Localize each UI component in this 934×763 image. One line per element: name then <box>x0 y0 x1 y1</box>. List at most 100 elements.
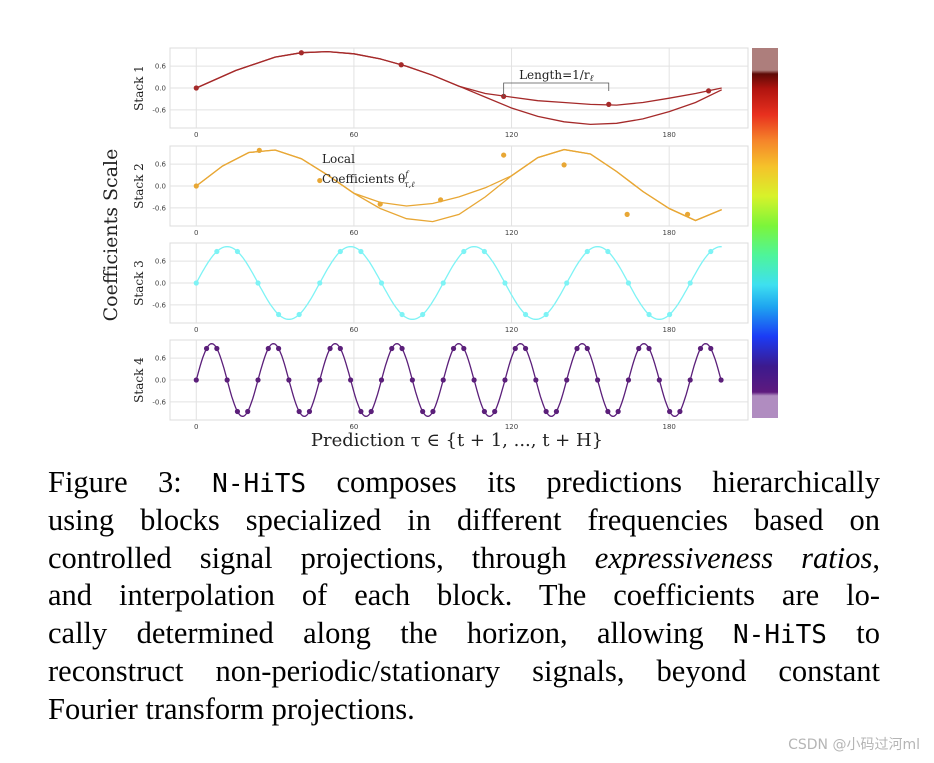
coefficient-point <box>625 280 632 286</box>
caption-text: using blocks specialized in different fr… <box>48 502 880 537</box>
series-line <box>195 343 723 417</box>
x-tick-label: 180 <box>662 229 675 237</box>
coefficient-point <box>605 248 611 255</box>
coefficient-point <box>224 377 230 383</box>
panels: 0.6 0.0 -0.6 0 60 120 180 Stack 1 Length=1/rℓ 0.6… <box>132 47 749 431</box>
coefficient-point <box>512 345 518 352</box>
caption-model-name: N-HiTS <box>733 620 827 651</box>
x-tick-label: 180 <box>662 423 675 431</box>
coefficient-point <box>399 311 405 318</box>
y-tick-label: 0.6 <box>155 355 167 363</box>
coefficient-point <box>687 377 693 383</box>
coefficient-point <box>502 280 508 286</box>
coefficient-point <box>561 162 567 168</box>
x-tick-label: 180 <box>662 326 675 334</box>
y-tick-label: 0.0 <box>155 377 166 385</box>
y-tick-label: 0.6 <box>155 161 167 169</box>
x-tick-label: 0 <box>194 423 198 431</box>
caption-model-name: N-HiTS <box>212 469 307 499</box>
x-tick-label: 120 <box>505 423 518 431</box>
coefficient-point <box>337 248 343 255</box>
coefficient-point <box>348 377 354 383</box>
coefficient-point <box>398 62 404 68</box>
x-tick-label: 60 <box>349 326 358 334</box>
coefficient-point <box>543 408 549 415</box>
y-tick-label: 0.6 <box>155 258 167 266</box>
x-tick-label: 0 <box>194 131 198 139</box>
x-tick-label: 60 <box>349 423 358 431</box>
coefficient-point <box>667 311 673 318</box>
coefficient-point <box>358 248 364 255</box>
coefficient-point <box>420 311 426 318</box>
stack-label: Stack 2 <box>132 163 146 209</box>
caption-line: cally determined along the horizon, allo… <box>48 615 880 653</box>
coefficient-point <box>624 211 630 217</box>
coefficient-point <box>646 345 652 352</box>
coefficient-point <box>214 248 220 255</box>
coefficient-point <box>574 345 580 352</box>
coefficient-point <box>718 377 724 383</box>
coefficient-point <box>438 197 444 203</box>
coefficient-point <box>327 345 333 352</box>
coefficient-point <box>584 248 590 255</box>
coefficient-point <box>296 311 302 318</box>
y-tick-label: 0.0 <box>155 85 166 93</box>
coefficient-point <box>193 183 199 189</box>
caption-text: Figure 3: <box>48 465 213 499</box>
coefficient-point <box>298 50 304 56</box>
coefficient-point <box>245 408 251 415</box>
coefficients-annotation: Coefficients θf τ,ℓ <box>322 170 415 189</box>
coefficient-point <box>564 280 570 286</box>
coefficient-point <box>708 345 714 352</box>
coefficient-point <box>522 345 529 352</box>
y-tick-label: 0.0 <box>155 280 166 288</box>
caption-line: controlled signal projections, through e… <box>48 540 880 578</box>
coefficient-point <box>389 345 395 352</box>
coefficient-point <box>265 345 271 352</box>
coefficient-point <box>430 408 436 415</box>
caption-text: and interpolation of each block. The coe… <box>48 578 880 613</box>
coefficient-point <box>697 345 704 352</box>
coefficient-point <box>399 345 405 352</box>
x-tick-label: 120 <box>505 326 518 334</box>
coefficient-point <box>409 377 415 383</box>
nhits-figure: 0.6 0.0 -0.6 0 60 120 180 Stack 1 Length=1/rℓ 0.6… <box>100 47 778 451</box>
coefficient-point <box>687 280 693 286</box>
x-tick-label: 0 <box>194 326 198 334</box>
caption-text: to <box>826 616 880 651</box>
stack-label: Stack 1 <box>132 65 146 111</box>
coefficient-point <box>193 377 199 383</box>
coefficient-point <box>234 248 241 255</box>
caption-text: , <box>872 540 880 575</box>
coefficient-point <box>203 345 210 352</box>
coefficient-point <box>193 85 199 91</box>
coefficient-point <box>317 177 323 184</box>
coefficient-point <box>420 408 426 415</box>
coefficient-point <box>450 345 457 352</box>
outer-y-label: Coefficients Scale <box>100 149 122 322</box>
coefficient-point <box>522 311 529 318</box>
caption-text: reconstruct non-periodic/stationary sign… <box>48 653 880 688</box>
series-line <box>196 50 722 106</box>
coefficient-point <box>275 311 282 318</box>
colorbar <box>752 48 778 418</box>
coefficient-point <box>275 345 282 352</box>
y-tick-label: -0.6 <box>152 301 166 309</box>
coefficient-point <box>377 201 383 207</box>
caption-line: Figure 3: N-HiTS composes its prediction… <box>48 464 880 502</box>
coefficient-point <box>286 377 292 383</box>
coefficient-point <box>684 211 691 217</box>
coefficient-point <box>606 101 612 107</box>
coefficient-point <box>481 408 487 415</box>
coefficient-point <box>337 345 343 352</box>
coefficient-point <box>317 280 323 286</box>
coefficient-point <box>667 408 673 415</box>
x-tick-label: 180 <box>662 131 675 139</box>
coefficient-point <box>708 248 714 255</box>
coefficient-point <box>306 408 313 415</box>
x-tick-label: 120 <box>505 131 518 139</box>
coefficient-point <box>625 377 632 383</box>
coefficient-point <box>461 345 467 352</box>
coefficient-point <box>296 408 302 415</box>
coefficient-point <box>533 377 539 383</box>
